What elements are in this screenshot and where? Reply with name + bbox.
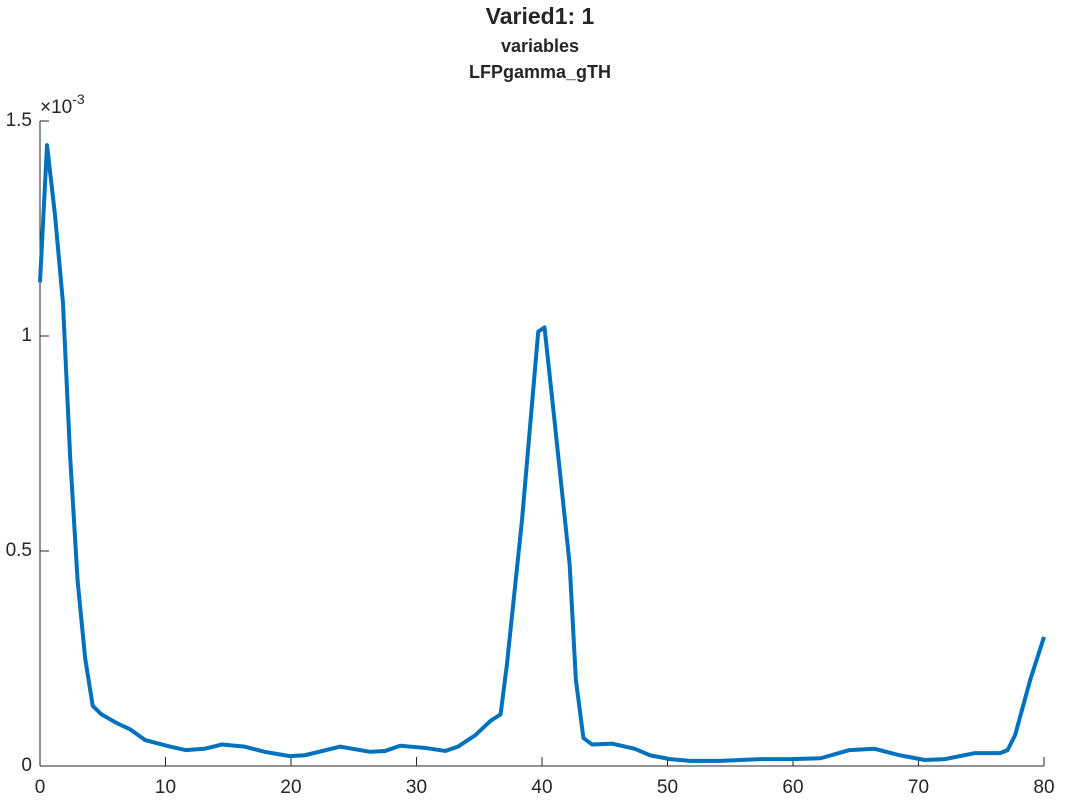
x-tick-label: 40 xyxy=(531,777,552,798)
chart-title: Varied1: 1 xyxy=(486,3,595,29)
x-tick-label: 80 xyxy=(1033,777,1054,798)
data-line xyxy=(38,143,1046,763)
x-tick-label: 60 xyxy=(782,777,803,798)
multiplier-base: ×10 xyxy=(40,97,72,118)
y-tick-label: 0 xyxy=(21,755,32,776)
x-tick-label: 70 xyxy=(908,777,929,798)
y-tick-label: 1 xyxy=(21,325,32,346)
y-tick-label: 1.5 xyxy=(6,110,32,131)
y-multiplier: ×10-3 xyxy=(40,91,85,118)
x-tick-label: 20 xyxy=(280,777,301,798)
x-tick-label: 0 xyxy=(35,777,46,798)
x-tick-label: 30 xyxy=(406,777,427,798)
x-tick-label: 10 xyxy=(155,777,176,798)
x-tick-label: 50 xyxy=(657,777,678,798)
chart-subtitle: variables xyxy=(501,36,579,56)
y-tick-label: 0.5 xyxy=(6,540,32,561)
chart-subtitle: LFPgamma_gTH xyxy=(469,62,611,82)
multiplier-exponent: -3 xyxy=(72,91,85,107)
